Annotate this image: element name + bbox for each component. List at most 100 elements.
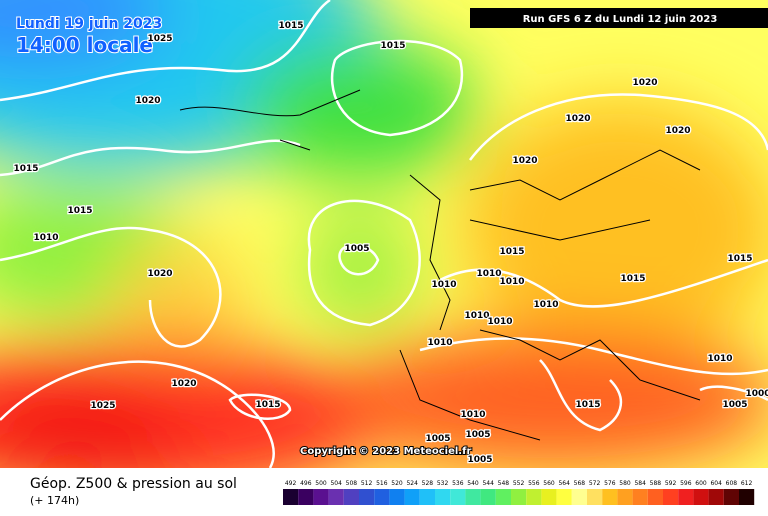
scale-label: 544: [482, 480, 494, 487]
isobar-label: 1025: [147, 34, 172, 44]
isobar-label: 1020: [171, 379, 196, 389]
isobar-label: 1025: [90, 401, 115, 411]
scale-swatch: [708, 489, 724, 505]
scale-swatch: [511, 489, 527, 505]
scale-label: 604: [710, 480, 722, 487]
scale-label: 592: [665, 480, 677, 487]
footer-title: Géop. Z500 & pression au sol: [30, 476, 237, 492]
isobar-label: 1005: [344, 244, 369, 254]
scale-swatch: [556, 489, 572, 505]
scale-label: 500: [315, 480, 327, 487]
isobar-label: 1005: [425, 434, 450, 444]
date: Lundi 19 juin 2023: [16, 16, 162, 32]
isobar-label: 1015: [620, 274, 645, 284]
scale-swatch: [450, 489, 466, 505]
isobar-label: 1015: [575, 400, 600, 410]
scale-label: 576: [604, 480, 616, 487]
isobar-label: 1000: [745, 389, 768, 399]
isobar-label: 1015: [13, 164, 38, 174]
isobar-label: 1020: [665, 126, 690, 136]
scale-label: 536: [452, 480, 464, 487]
scale-swatch: [663, 489, 679, 505]
scale-swatch: [480, 489, 496, 505]
isobar-label: 1010: [431, 280, 456, 290]
isobar-label: 1015: [278, 21, 303, 31]
scale-swatch: [678, 489, 694, 505]
isobar-label: 1005: [465, 430, 490, 440]
time: 14:00 locale: [16, 33, 153, 57]
scale-swatch: [389, 489, 405, 505]
scale-label: 556: [528, 480, 540, 487]
scale-label: 492: [285, 480, 297, 487]
scale-swatch: [602, 489, 618, 505]
isobar-label: 1005: [467, 455, 492, 465]
isobar-label: 1015: [67, 206, 92, 216]
scale-label: 596: [680, 480, 692, 487]
isobar-label: 1010: [533, 300, 558, 310]
scale-swatch: [374, 489, 390, 505]
isobar-label: 1020: [147, 269, 172, 279]
scale-label: 588: [650, 480, 662, 487]
scale-swatch: [495, 489, 511, 505]
isobar-label: 1020: [512, 156, 537, 166]
scale-swatch: [647, 489, 663, 505]
isobar-label: 1020: [135, 96, 160, 106]
isobar-label: 1010: [33, 233, 58, 243]
scale-swatch: [328, 489, 344, 505]
scale-swatch: [359, 489, 375, 505]
isobar-label: 1015: [499, 247, 524, 257]
field: [0, 0, 768, 468]
scale-swatch: [739, 489, 755, 505]
scale-swatch: [693, 489, 709, 505]
scale-swatch: [526, 489, 542, 505]
scale-swatch: [632, 489, 648, 505]
scale-label: 564: [558, 480, 570, 487]
scale-label: 548: [498, 480, 510, 487]
scale-swatch: [419, 489, 435, 505]
scale-label: 516: [376, 480, 388, 487]
scale-label: 540: [467, 480, 479, 487]
isobar-label: 1015: [727, 254, 752, 264]
scale-label: 584: [634, 480, 646, 487]
scale-swatch: [465, 489, 481, 505]
scale-label: 512: [361, 480, 373, 487]
scale-label: 600: [695, 480, 707, 487]
scale-label: 528: [422, 480, 434, 487]
scale-swatch: [343, 489, 359, 505]
scale-swatch: [571, 489, 587, 505]
isobar-label: 1010: [707, 354, 732, 364]
isobar-label: 1015: [380, 41, 405, 51]
scale-swatch: [404, 489, 420, 505]
scale-label: 608: [726, 480, 738, 487]
footer-lead: (+ 174h): [30, 494, 79, 507]
scale-swatch: [587, 489, 603, 505]
scale-label: 508: [346, 480, 358, 487]
scale-label: 568: [574, 480, 586, 487]
run-box: [470, 8, 768, 28]
scale-label: 532: [437, 480, 449, 487]
scale-swatch: [313, 489, 329, 505]
scale-label: 552: [513, 480, 525, 487]
scale-label: 496: [300, 480, 312, 487]
color-scale: 492 496 500 504 508 512 516 520 524 528 532 536 540 5…: [283, 480, 755, 505]
scale-swatch: [541, 489, 557, 505]
scale-swatch: [435, 489, 451, 505]
scale-label: 520: [391, 480, 403, 487]
run-label: Run GFS 6 Z du Lundi 12 juin 2023: [523, 14, 718, 25]
isobar-label: 1010: [499, 277, 524, 287]
isobar-label: 1010: [464, 311, 489, 321]
scale-label: 504: [330, 480, 342, 487]
isobar-label: 1020: [632, 78, 657, 88]
scale-swatch: [298, 489, 314, 505]
scale-swatch: [283, 489, 299, 505]
isobar-labels: 1015 1025 1015 1020 1020 1020 1020 1015 1020 1015…: [12, 20, 768, 467]
scale-label: 572: [589, 480, 601, 487]
scale-label: 580: [619, 480, 631, 487]
scale-label: 560: [543, 480, 555, 487]
scale-label: 524: [406, 480, 418, 487]
scale-swatch: [723, 489, 739, 505]
isobar-label: 1010: [487, 317, 512, 327]
isobar-label: 1005: [722, 400, 747, 410]
